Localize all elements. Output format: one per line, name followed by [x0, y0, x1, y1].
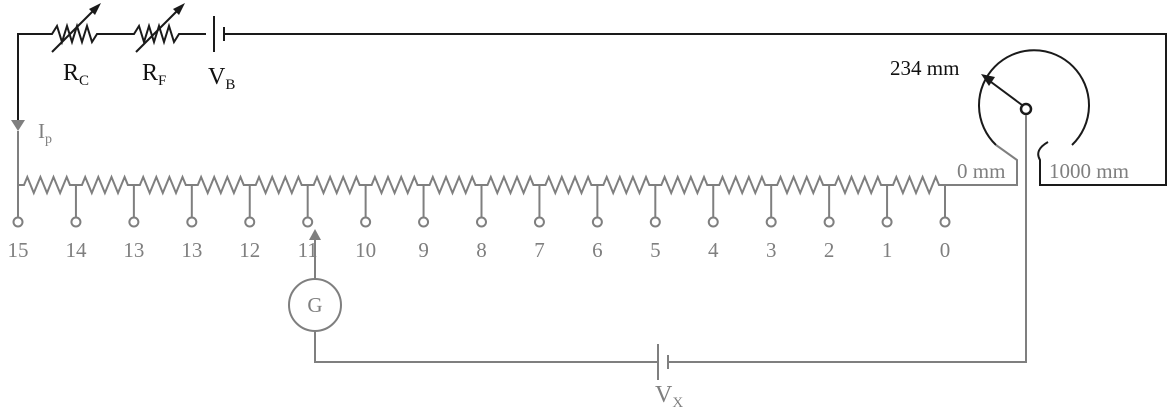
tap-label: 3: [766, 238, 777, 262]
battery-vx: [657, 344, 669, 380]
tap-label: 1: [882, 238, 893, 262]
rheostat-rc-arrow-line: [51, 6, 98, 53]
rheostat-rc: [46, 3, 128, 53]
galvanometer-label: G: [307, 293, 322, 317]
label-max-mm: 1000 mm: [1049, 159, 1129, 183]
supply-wire-top-left: [17, 33, 46, 128]
dial-pivot: [1019, 102, 1033, 116]
tap-label: 14: [65, 238, 87, 262]
tap-terminal-10[interactable]: [360, 216, 372, 228]
tap-label: 10: [355, 238, 376, 262]
tap-terminal-2[interactable]: [823, 216, 835, 228]
rheostat-rf-arrow-line: [135, 6, 182, 53]
tap-terminal-0[interactable]: [939, 216, 951, 228]
ip-current-arrow: [11, 120, 25, 131]
tap-label: 6: [592, 238, 603, 262]
tap-label: 8: [476, 238, 487, 262]
vx-return-wire: [668, 115, 1027, 363]
label-zero-mm: 0 mm: [957, 159, 1005, 183]
tap-label: 15: [8, 238, 29, 262]
tap-terminal-13[interactable]: [128, 216, 140, 228]
label-vb: VB: [208, 64, 235, 93]
battery-vb: [213, 16, 225, 52]
dial-arc: [978, 49, 1090, 146]
rheostat-rf-zigzag: [128, 22, 206, 46]
rheostat-rc-zigzag: [46, 22, 128, 46]
tap-label: 13: [123, 238, 144, 262]
label-vx: VX: [655, 382, 683, 411]
tap-terminal-9[interactable]: [418, 216, 430, 228]
tap-terminal-4[interactable]: [707, 216, 719, 228]
tap-terminal-12[interactable]: [244, 216, 256, 228]
tap-label: 2: [824, 238, 835, 262]
tap-terminal-11[interactable]: [302, 216, 314, 228]
tap-label: 7: [534, 238, 545, 262]
tap-terminal-8[interactable]: [476, 216, 487, 228]
label-dial-value: 234 mm: [890, 56, 959, 80]
dial-pointer[interactable]: [986, 78, 1027, 109]
tap-label: 11: [298, 238, 318, 262]
tap-terminal-5[interactable]: [649, 216, 661, 228]
tap-terminal-1[interactable]: [881, 216, 893, 228]
supply-wire-top-right: [224, 33, 1167, 186]
galvanometer-probe-arrow: [309, 229, 321, 240]
tap-label: 9: [418, 238, 429, 262]
tap-label: 5: [650, 238, 661, 262]
rheostat-rf: [128, 3, 206, 53]
label-rc: RC: [63, 60, 89, 89]
tap-resistor-chain: 15 14 13 13 12 11 10 9 8 7 6 5 4 3 2 1 0: [8, 174, 951, 262]
tap-terminal-14[interactable]: [70, 216, 82, 228]
tap-terminal-3[interactable]: [765, 216, 777, 228]
label-ip: Ip: [38, 119, 52, 147]
tap-terminal-15[interactable]: [12, 216, 24, 228]
rheostat-rf-arrow-head: [173, 3, 185, 15]
tap-label: 13: [181, 238, 202, 262]
tap-label: 4: [708, 238, 719, 262]
tap-terminal-13[interactable]: [186, 216, 198, 228]
label-rf: RF: [142, 60, 166, 89]
slide-wire-dial: [948, 49, 1090, 186]
tap-label: 0: [940, 238, 951, 262]
galvanometer-return-wire: [314, 331, 658, 363]
tap-terminal-6[interactable]: [591, 216, 603, 228]
dial-pointer-head: [981, 74, 995, 86]
tap-terminal-7[interactable]: [533, 216, 545, 228]
tap-label: 12: [239, 238, 260, 262]
rheostat-rc-arrow-head: [89, 3, 101, 15]
dial-arc-lower-left: [948, 144, 1018, 186]
